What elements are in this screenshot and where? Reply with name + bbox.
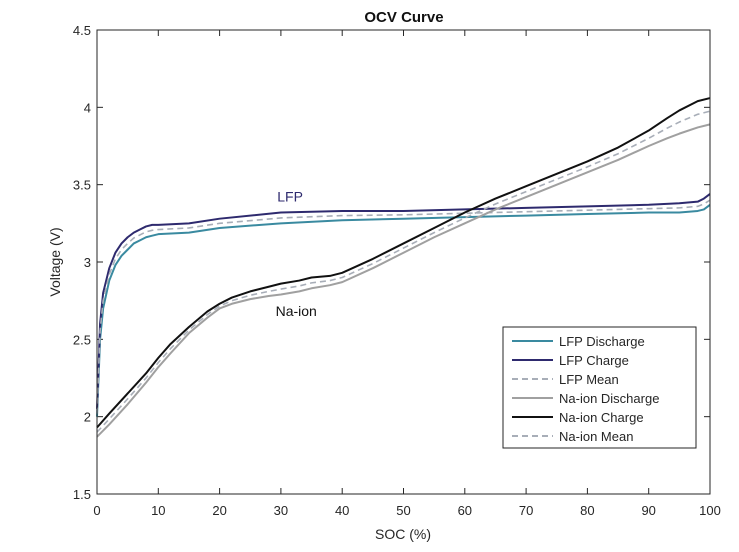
x-tick-label: 50 xyxy=(396,503,410,518)
plot-frame xyxy=(96,29,711,495)
y-tick-label: 3 xyxy=(84,255,91,270)
x-tick-label: 10 xyxy=(151,503,165,518)
legend-label-na-ion-mean: Na-ion Mean xyxy=(559,429,633,444)
legend-label-na-ion-charge: Na-ion Charge xyxy=(559,410,644,425)
x-tick-label: 60 xyxy=(458,503,472,518)
legend-label-lfp-discharge: LFP Discharge xyxy=(559,334,645,349)
x-tick-label: 90 xyxy=(641,503,655,518)
axis-ticks: 0 10 20 30 40 50 60 70 80 90 100 1.5 2 2.5 3 3.5 4 4.5 xyxy=(73,23,721,518)
legend: LFP Discharge LFP Charge LFP Mean Na-ion Di… xyxy=(502,326,697,449)
y-tick-label: 2 xyxy=(84,410,91,425)
y-axis-label: Voltage (V) xyxy=(47,227,63,296)
series-layer xyxy=(96,97,711,438)
legend-label-lfp-charge: LFP Charge xyxy=(559,353,629,368)
y-tick-label: 4 xyxy=(84,100,91,115)
annotation-lfp: LFP xyxy=(277,189,303,205)
annotation-na-ion: Na-ion xyxy=(276,303,317,319)
legend-label-lfp-mean: LFP Mean xyxy=(559,372,619,387)
y-tick-label: 1.5 xyxy=(73,487,91,502)
y-tick-label: 4.5 xyxy=(73,23,91,38)
series-line-lfp-charge xyxy=(96,193,711,409)
legend-label-na-ion-discharge: Na-ion Discharge xyxy=(559,391,659,406)
x-tick-label: 100 xyxy=(699,503,721,518)
x-tick-label: 20 xyxy=(212,503,226,518)
legend-box xyxy=(502,326,697,449)
x-tick-label: 30 xyxy=(274,503,288,518)
x-axis-label: SOC (%) xyxy=(375,526,431,542)
annotations: LFP Na-ion xyxy=(276,189,317,319)
series-line-lfp-mean xyxy=(96,199,711,414)
series-line-na-ion-charge xyxy=(96,97,711,429)
series-line-lfp-discharge xyxy=(96,203,711,417)
x-tick-label: 80 xyxy=(580,503,594,518)
series-line-na-ion-discharge xyxy=(96,123,711,438)
y-tick-label: 2.5 xyxy=(73,332,91,347)
x-tick-label: 40 xyxy=(335,503,349,518)
y-tick-label: 3.5 xyxy=(73,178,91,193)
x-tick-label: 70 xyxy=(519,503,533,518)
x-tick-label: 0 xyxy=(93,503,100,518)
chart-title: OCV Curve xyxy=(364,9,443,26)
series-line-na-ion-mean xyxy=(96,110,711,433)
